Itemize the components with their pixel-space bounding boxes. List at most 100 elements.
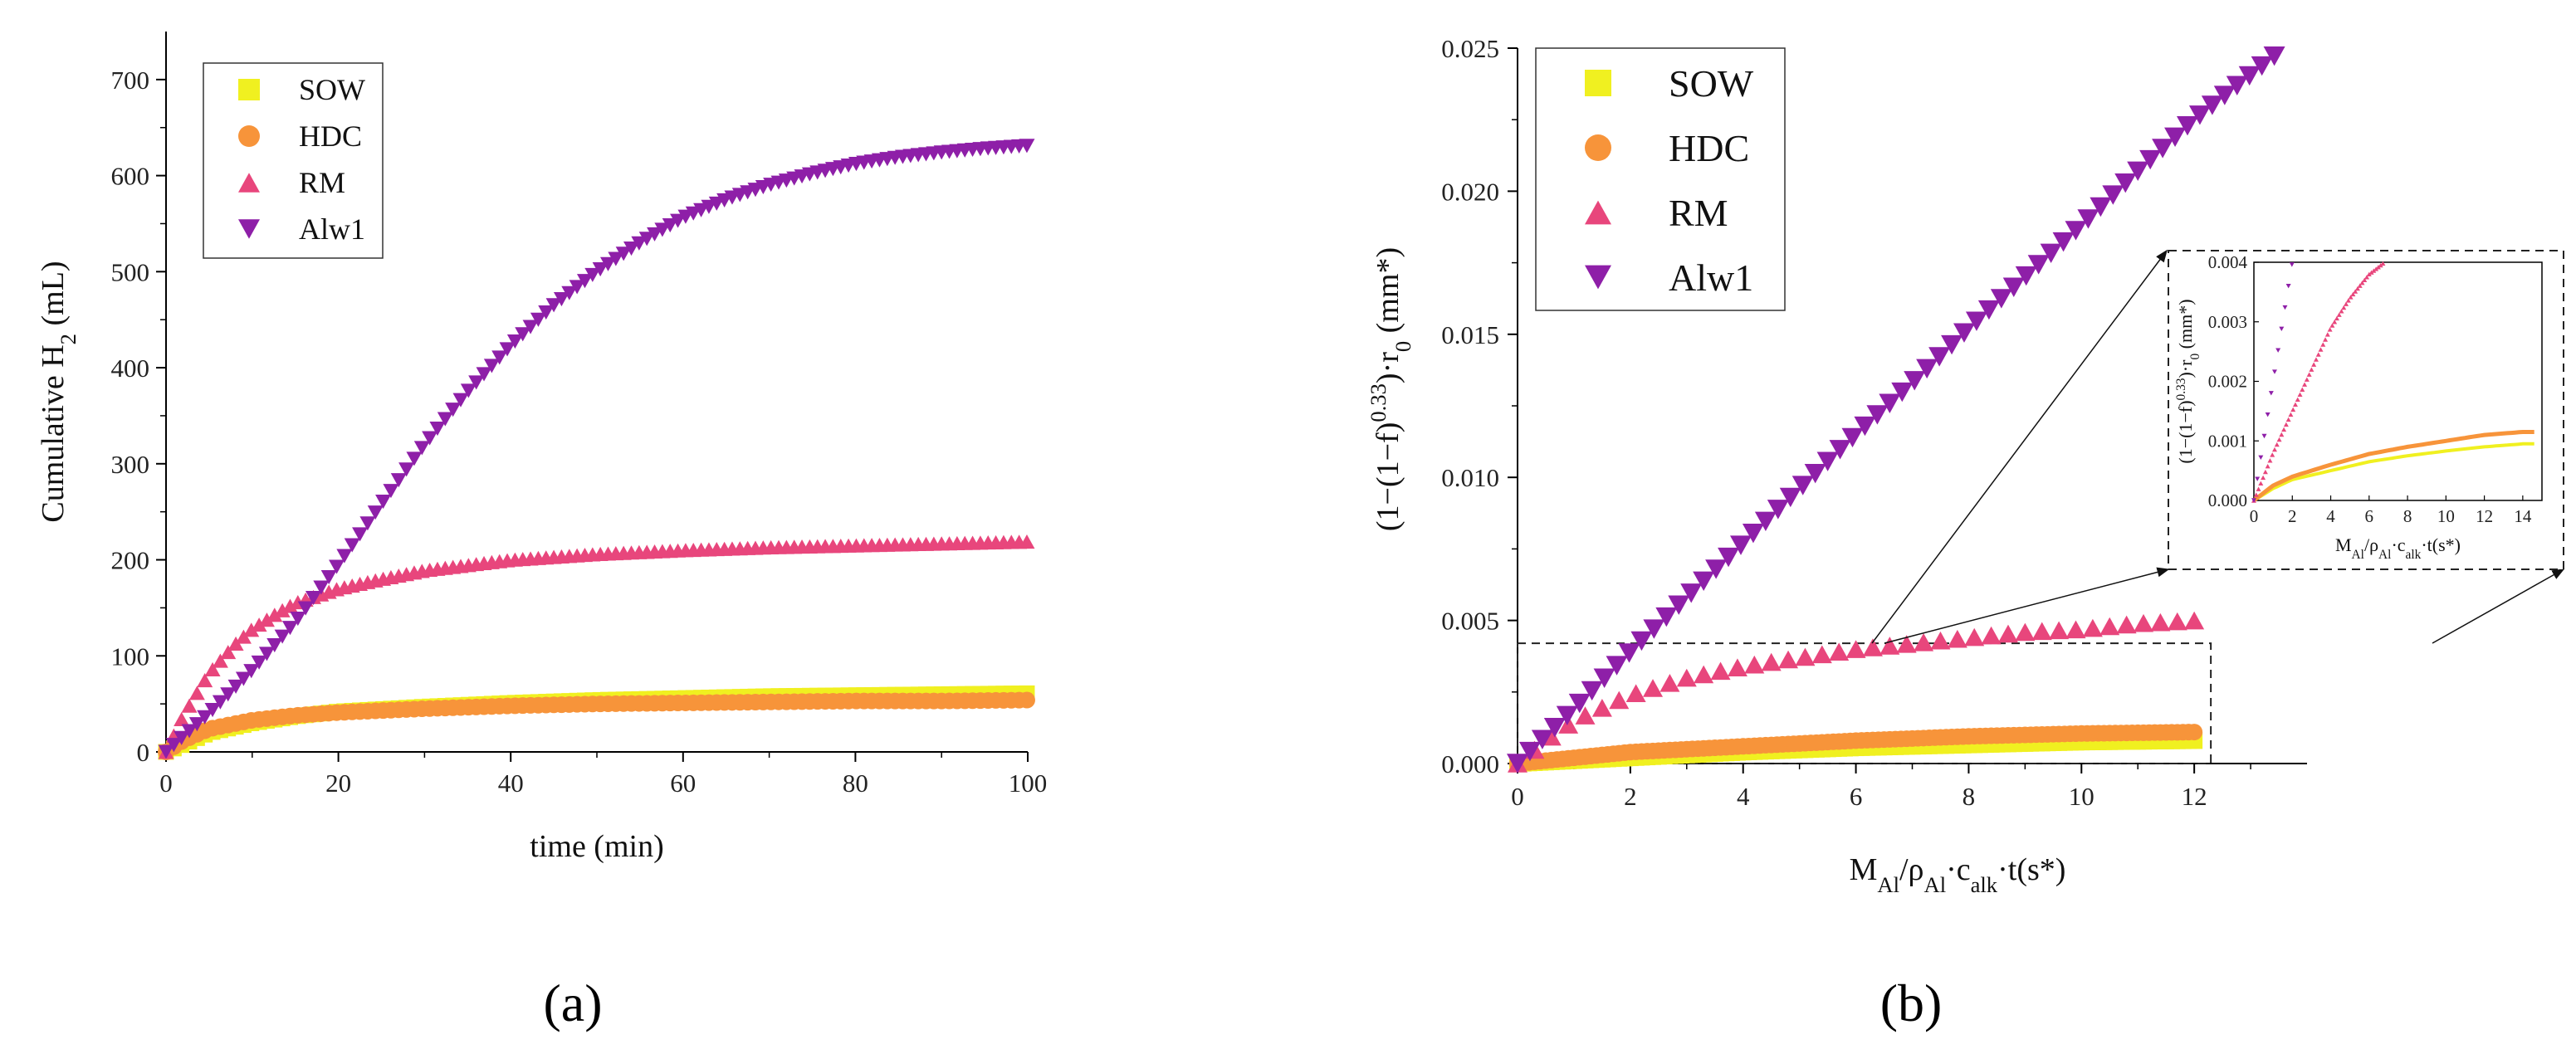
data-point	[1761, 652, 1782, 671]
data-point	[2251, 56, 2273, 76]
data-point	[608, 251, 624, 266]
data-point	[1581, 681, 1603, 701]
data-point	[2065, 620, 2086, 639]
data-point	[1618, 643, 1640, 663]
data-point	[266, 608, 283, 622]
data-point	[1947, 629, 1967, 648]
data-point	[2102, 185, 2124, 205]
data-point	[1791, 476, 1814, 495]
data-point	[1854, 416, 1876, 437]
x-tick-label: 6	[1850, 782, 1863, 811]
data-point	[522, 320, 539, 334]
inset-data-point	[2375, 265, 2381, 270]
legend-b: SOW HDC RM Alw1	[1535, 47, 1786, 311]
y-axis-title: Cumulative H2 (mL)	[36, 261, 81, 522]
inset-data-point	[2279, 432, 2285, 437]
y-axis-title: (1−(1−f)0.33)·r0 (mm*)	[1366, 247, 1415, 531]
data-point	[243, 622, 260, 637]
inset-data-point	[2348, 295, 2354, 300]
data-point	[1531, 730, 1553, 749]
inset-x-tick-label: 8	[2403, 506, 2412, 526]
chart-a: 0 20 40 60 80 100 0 100 200 300 400 500 600 700 time (…	[36, 32, 1047, 1032]
inset-data-point	[2329, 323, 2335, 328]
data-point	[638, 232, 655, 246]
inset-data-point	[2336, 312, 2342, 317]
inset-data-point	[2345, 298, 2351, 303]
y-tick-label: 100	[111, 642, 150, 671]
data-point	[538, 305, 555, 320]
data-point	[1507, 754, 1528, 773]
y-tick-label: 0.025	[1441, 34, 1499, 63]
data-point	[1630, 631, 1653, 651]
data-point	[1879, 393, 1901, 413]
inset-data-point	[2354, 285, 2360, 291]
data-point	[437, 412, 453, 427]
legend-label-hdc: HDC	[299, 120, 362, 153]
data-point	[1816, 451, 1839, 471]
legend-marker-hdc	[238, 125, 260, 147]
data-point	[2139, 149, 2162, 170]
data-point	[165, 738, 182, 753]
inset-data-point	[2313, 357, 2319, 362]
inset-data-point	[2378, 262, 2383, 268]
data-point	[1829, 440, 1851, 460]
data-point	[352, 527, 369, 542]
data-point	[1914, 633, 1934, 651]
data-point	[1862, 638, 1883, 656]
legend-label-sow: SOW	[1669, 62, 1754, 105]
inset-data-point	[2268, 391, 2274, 396]
data-point	[281, 621, 298, 636]
data-point	[499, 342, 516, 357]
series-hdc	[1509, 724, 2203, 772]
data-point	[243, 664, 260, 679]
data-point	[1804, 463, 1826, 484]
data-point	[1997, 624, 2018, 643]
x-tick-label: 0	[1511, 782, 1524, 811]
data-point	[1668, 595, 1690, 615]
data-point	[1655, 607, 1678, 627]
data-point	[445, 403, 462, 417]
inset-data-point	[2334, 315, 2339, 321]
inset-x-tick-label: 4	[2326, 506, 2335, 526]
data-point	[569, 280, 585, 295]
data-point	[2082, 618, 2103, 637]
inset-data-point	[2373, 266, 2379, 271]
data-point	[1829, 642, 1850, 661]
data-point	[204, 702, 221, 718]
data-point	[1659, 673, 1680, 692]
inset-data-point	[2265, 463, 2270, 469]
data-point	[2201, 95, 2223, 115]
inset-data-point	[2357, 283, 2363, 288]
data-point	[1556, 705, 1578, 726]
data-point	[2027, 255, 2050, 275]
data-point	[212, 653, 228, 668]
data-point	[460, 383, 477, 398]
series-alw1	[158, 139, 1035, 759]
data-point	[2031, 622, 2052, 641]
inset-x-axis-title: MAl/ρAl·calk·t(s*)	[2335, 534, 2461, 562]
inset-data-point	[2327, 327, 2333, 332]
data-point	[1879, 637, 1900, 655]
x-tick-label: 4	[1737, 782, 1750, 811]
inset-x-tick-label: 10	[2437, 506, 2455, 526]
x-axis-title: time (min)	[530, 829, 663, 864]
data-point	[530, 312, 546, 327]
data-point	[1694, 665, 1714, 684]
panel-label-b: (b)	[1880, 973, 1943, 1032]
data-point	[1643, 679, 1664, 697]
inset-data-point	[2380, 261, 2386, 266]
chart-b: 0 2 4 6 8 10 12 0.000 0.005 0.010 0.015 0.020 0.025 M…	[1366, 34, 2565, 1032]
inset-data-point	[2289, 262, 2295, 267]
data-point	[227, 679, 244, 694]
inset-data-point	[2341, 305, 2347, 310]
data-point	[1727, 658, 1747, 676]
x-tick-label: 2	[1624, 782, 1637, 811]
data-point	[1744, 655, 1765, 674]
data-point	[1904, 371, 1926, 391]
inset-data-point	[2304, 377, 2310, 382]
data-point	[1779, 487, 1801, 508]
inset-y-tick-label: 0.002	[2208, 372, 2247, 392]
inset-data-point	[2281, 427, 2287, 432]
inset-data-point	[2288, 412, 2294, 417]
data-point	[1643, 619, 1665, 639]
